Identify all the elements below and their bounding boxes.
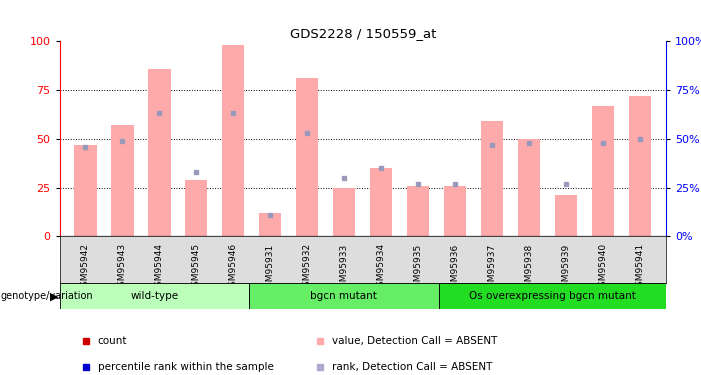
- Bar: [439, 283, 666, 309]
- Text: genotype/variation: genotype/variation: [1, 291, 93, 301]
- Bar: [60, 283, 249, 309]
- Bar: [149, 69, 170, 236]
- Text: rank, Detection Call = ABSENT: rank, Detection Call = ABSENT: [332, 362, 493, 372]
- Text: bgcn mutant: bgcn mutant: [311, 291, 377, 301]
- Text: GSM95946: GSM95946: [229, 243, 238, 292]
- Text: GSM95944: GSM95944: [155, 243, 164, 292]
- Text: GSM95937: GSM95937: [488, 243, 497, 292]
- Text: GSM95935: GSM95935: [414, 243, 423, 292]
- Text: GSM95932: GSM95932: [303, 243, 312, 292]
- Text: value, Detection Call = ABSENT: value, Detection Call = ABSENT: [332, 336, 498, 346]
- Bar: [370, 168, 393, 236]
- Text: GSM95938: GSM95938: [524, 243, 533, 292]
- Text: GSM95931: GSM95931: [266, 243, 275, 292]
- Bar: [444, 186, 466, 236]
- Text: GSM95941: GSM95941: [636, 243, 644, 292]
- Bar: [249, 283, 439, 309]
- Text: GSM95939: GSM95939: [562, 243, 571, 292]
- Bar: [333, 188, 355, 236]
- Text: percentile rank within the sample: percentile rank within the sample: [98, 362, 273, 372]
- Text: Os overexpressing bgcn mutant: Os overexpressing bgcn mutant: [469, 291, 636, 301]
- Bar: [518, 139, 540, 236]
- Text: GSM95936: GSM95936: [451, 243, 460, 292]
- Title: GDS2228 / 150559_at: GDS2228 / 150559_at: [290, 27, 436, 40]
- Bar: [592, 106, 614, 236]
- Bar: [259, 213, 281, 236]
- Bar: [111, 125, 133, 236]
- Text: ▶: ▶: [50, 291, 58, 301]
- Bar: [629, 96, 651, 236]
- Text: count: count: [98, 336, 128, 346]
- Bar: [481, 121, 503, 236]
- Text: GSM95940: GSM95940: [599, 243, 608, 292]
- Text: GSM95943: GSM95943: [118, 243, 127, 292]
- Text: GSM95933: GSM95933: [340, 243, 349, 292]
- Text: GSM95942: GSM95942: [81, 243, 90, 292]
- Text: GSM95934: GSM95934: [376, 243, 386, 292]
- Bar: [297, 78, 318, 236]
- Bar: [407, 186, 429, 236]
- Bar: [222, 45, 245, 236]
- Bar: [555, 195, 577, 236]
- Bar: [74, 145, 97, 236]
- Bar: [185, 180, 207, 236]
- Text: GSM95945: GSM95945: [192, 243, 201, 292]
- Text: wild-type: wild-type: [130, 291, 178, 301]
